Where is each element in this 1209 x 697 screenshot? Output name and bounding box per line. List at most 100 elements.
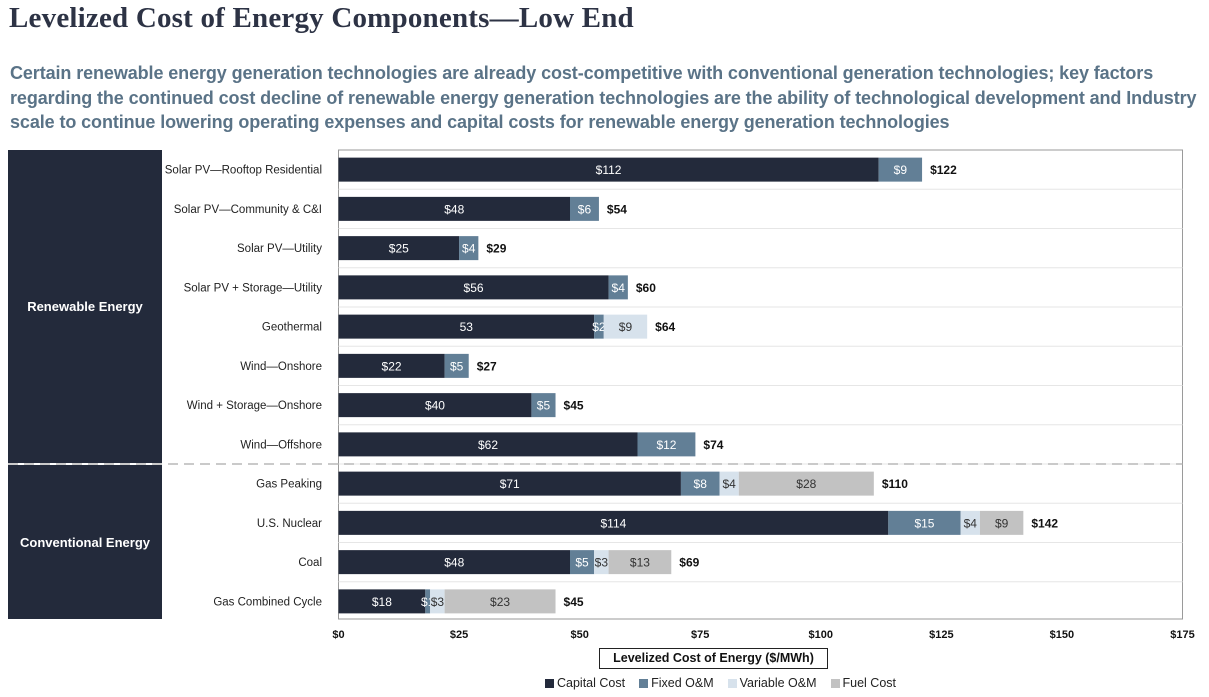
bar-segment-fuel	[979, 510, 1024, 535]
category-label: Wind + Storage—Onshore	[187, 400, 322, 412]
bar-segment-variable_om	[594, 550, 609, 575]
bar-segment-fixed_om	[680, 471, 720, 496]
segment-value-label: $18	[372, 595, 392, 609]
x-tick-label: $150	[1050, 629, 1074, 641]
bar-segment-capital	[338, 157, 879, 182]
bar-segment-variable_om	[719, 471, 739, 496]
bar-segment-variable_om	[430, 589, 445, 614]
bar-segment-capital	[338, 432, 638, 457]
bar-segment-fixed_om	[569, 550, 595, 575]
category-label: Solar PV—Utility	[237, 243, 322, 255]
legend-swatch-capital	[545, 678, 554, 688]
total-value-label: $74	[703, 438, 723, 452]
x-tick-label: $0	[332, 629, 344, 641]
x-tick-label: $125	[929, 629, 953, 641]
segment-value-label: $13	[630, 556, 650, 570]
total-value-label: $64	[655, 320, 675, 334]
bar-segment-fixed_om	[888, 510, 961, 535]
bar-segment-variable_om	[960, 510, 980, 535]
segment-value-label: $12	[656, 438, 676, 452]
segment-value-label: $112	[596, 163, 622, 177]
segment-value-label: $48	[444, 202, 464, 216]
legend-item-fuel: Fuel Cost	[830, 676, 897, 690]
segment-value-label: 53	[460, 320, 474, 334]
segment-value-label: $4	[612, 281, 626, 295]
bar-segment-capital	[338, 353, 445, 378]
category-label: Solar PV—Community & C&I	[174, 204, 322, 216]
x-tick-label: $25	[450, 629, 468, 641]
bar-segment-fixed_om	[531, 393, 556, 418]
bar-segment-capital	[338, 196, 570, 221]
category-label: Gas Peaking	[256, 479, 322, 491]
segment-value-label: $9	[995, 516, 1009, 530]
page-title: Levelized Cost of Energy Components—Low …	[9, 2, 634, 34]
bar-segment-fixed_om	[637, 432, 696, 457]
category-label: Coal	[298, 557, 322, 569]
bar-segment-fixed_om	[459, 236, 479, 261]
legend-label-capital: Capital Cost	[557, 676, 626, 690]
bar-segment-fuel	[444, 589, 556, 614]
bar-segment-fuel	[738, 471, 874, 496]
segment-value-label: $5	[537, 399, 551, 413]
bar-segment-variable_om	[603, 314, 648, 339]
bar-segment-capital	[338, 510, 889, 535]
total-value-label: $60	[636, 281, 656, 295]
segment-value-label: $5	[450, 359, 464, 373]
segment-value-label: $15	[914, 516, 934, 530]
bar-segment-fixed_om	[878, 157, 923, 182]
legend-item-fixed-om: Fixed O&M	[639, 676, 714, 690]
segment-value-label: $4	[722, 477, 736, 491]
legend-item-variable-om: Variable O&M	[727, 676, 817, 690]
bar-segment-fixed_om	[594, 314, 604, 339]
bar-segment-capital	[338, 275, 609, 300]
segment-value-label: $25	[389, 242, 409, 256]
total-value-label: $45	[564, 595, 584, 609]
segment-value-label: $3	[431, 595, 445, 609]
segment-value-label: $40	[425, 399, 445, 413]
segment-value-label: $8	[694, 477, 708, 491]
total-value-label: $27	[477, 359, 497, 373]
bar-segment-capital	[338, 393, 532, 418]
x-tick-label: $100	[809, 629, 833, 641]
bar-segment-fixed_om	[444, 353, 469, 378]
conventional-energy-label: Conventional Energy	[19, 534, 151, 550]
renewable-energy-label: Renewable Energy	[27, 299, 143, 314]
page-subtitle: Certain renewable energy generation tech…	[10, 63, 1197, 132]
segment-value-label: $6	[578, 202, 592, 216]
conventional-energy-group: Conventional Energy	[8, 465, 162, 619]
bar-segment-fixed_om	[569, 196, 599, 221]
segment-value-label: $62	[478, 438, 498, 452]
chart-legend: Capital Cost Fixed O&M Variable O&M Fuel…	[545, 676, 896, 690]
segment-value-label: $2	[592, 320, 606, 334]
segment-value-label: $56	[464, 281, 484, 295]
total-value-label: $29	[486, 242, 506, 256]
segment-value-label: $48	[444, 556, 464, 570]
bar-segment-capital	[338, 236, 460, 261]
bar-segment-fixed_om	[608, 275, 628, 300]
bar-segment-fuel	[608, 550, 672, 575]
segment-value-label: $28	[796, 477, 816, 491]
legend-item-capital: Capital Cost	[545, 676, 625, 690]
category-label: Wind—Offshore	[240, 439, 322, 451]
total-value-label: $54	[607, 202, 627, 216]
category-label: Geothermal	[262, 322, 322, 334]
segment-value-label: $114	[600, 516, 626, 530]
segment-value-label: $9	[619, 320, 633, 334]
legend-swatch-fuel	[830, 678, 840, 688]
segment-value-label: $3	[595, 556, 609, 570]
total-value-label: $110	[882, 477, 908, 491]
legend-swatch-variable-om	[727, 678, 737, 688]
category-label: Solar PV—Rooftop Residential	[165, 165, 322, 177]
segment-value-label: $5	[575, 556, 589, 570]
legend-label-fixed-om: Fixed O&M	[651, 676, 714, 690]
segment-value-label: $9	[894, 163, 908, 177]
total-value-label: $69	[679, 556, 699, 570]
segment-value-label: $71	[500, 477, 520, 491]
total-value-label: $45	[564, 399, 584, 413]
x-tick-label: $50	[570, 629, 588, 641]
bar-segment-capital	[338, 589, 426, 614]
x-axis-title: Levelized Cost of Energy ($/MWh)	[599, 648, 828, 669]
legend-swatch-fixed-om	[639, 678, 649, 688]
segment-value-label: $4	[462, 242, 476, 256]
legend-label-fuel: Fuel Cost	[842, 676, 897, 690]
